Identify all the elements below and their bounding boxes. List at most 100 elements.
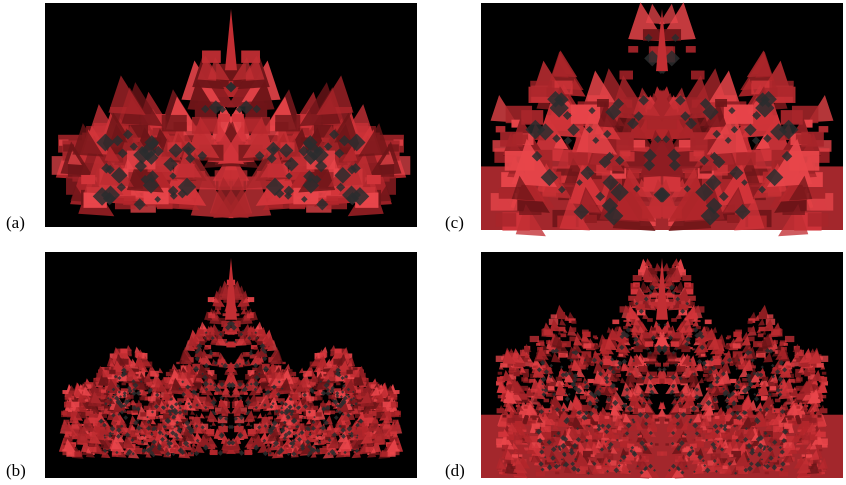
- page: (a) (c) (b) (d) (() => { const data = JS…: [0, 0, 846, 485]
- render-shape: [120, 349, 127, 354]
- render-shape: [536, 343, 540, 346]
- render-shape: [556, 377, 562, 381]
- render-shape: [547, 367, 551, 369]
- render-shape: [496, 444, 502, 448]
- render-shape: [395, 411, 400, 415]
- render-shape: [626, 455, 634, 460]
- render-shape: [244, 392, 248, 395]
- render-shape: [634, 140, 645, 148]
- render-shape: [273, 398, 278, 401]
- render-shape: [515, 440, 522, 444]
- render-shape: [670, 454, 679, 460]
- render-shape: [714, 412, 718, 415]
- render-shape: [723, 466, 728, 469]
- render-shape: [620, 306, 630, 312]
- render-shape: [641, 361, 644, 363]
- panel: [45, 252, 417, 478]
- render-shape: [506, 404, 510, 407]
- render-shape: [822, 372, 826, 375]
- render-shape: [597, 99, 609, 107]
- render-shape: [498, 372, 502, 375]
- render-shape: [209, 419, 214, 422]
- panel-label: (a): [6, 213, 25, 232]
- render-shape: [748, 321, 753, 324]
- render-shape: [256, 373, 259, 375]
- render-shape: [146, 410, 156, 416]
- render-shape: [596, 466, 601, 469]
- render-shape: [612, 320, 619, 325]
- render-shape: [808, 213, 828, 226]
- render-shape: [62, 390, 68, 394]
- render-shape: [811, 393, 818, 398]
- render-shape: [499, 388, 502, 390]
- render-shape: [820, 408, 828, 413]
- render-shape: [244, 450, 252, 455]
- render-shape: [726, 421, 732, 425]
- render-shape: [698, 442, 704, 446]
- render-shape: [682, 275, 691, 281]
- render-shape: [735, 396, 738, 398]
- render-shape: [155, 416, 160, 419]
- render-shape: [528, 359, 531, 361]
- render-shape: [502, 469, 506, 472]
- render-shape: [61, 411, 66, 415]
- render-shape: [822, 388, 825, 390]
- render-shape: [275, 405, 282, 409]
- render-shape: [695, 437, 702, 442]
- render-shape: [819, 449, 822, 451]
- render-shape: [629, 426, 637, 431]
- render-shape: [665, 419, 669, 422]
- render-shape: [733, 332, 741, 337]
- panel: [481, 2, 843, 236]
- render-shape: [519, 454, 523, 456]
- render-shape: [166, 426, 171, 429]
- render-shape: [164, 446, 167, 448]
- render-shape: [730, 379, 736, 383]
- render-shape: [89, 414, 94, 418]
- render-shape: [353, 367, 357, 370]
- render-shape: [310, 382, 316, 386]
- render-shape: [701, 354, 705, 357]
- render-shape: [388, 144, 399, 151]
- render-shape: [592, 421, 598, 425]
- render-shape: [306, 410, 316, 416]
- render-shape: [521, 377, 528, 381]
- render-shape: [690, 377, 693, 379]
- render-shape: [519, 200, 541, 215]
- render-shape: [802, 440, 809, 444]
- render-shape: [135, 433, 139, 435]
- render-shape: [643, 29, 661, 41]
- render-shape: [521, 110, 543, 125]
- render-shape: [817, 363, 824, 368]
- render-shape: [781, 110, 803, 125]
- render-shape: [275, 373, 284, 379]
- render-shape: [772, 408, 779, 413]
- render-shape: [333, 359, 342, 365]
- render-shape: [524, 406, 528, 409]
- render-shape: [380, 424, 384, 427]
- figure: (a) (c) (b) (d): [0, 0, 846, 485]
- render-shape: [680, 361, 683, 363]
- render-shape: [544, 399, 549, 403]
- render-shape: [144, 442, 148, 445]
- render-shape: [100, 432, 108, 438]
- render-shape: [561, 333, 567, 337]
- render-shape: [204, 347, 208, 350]
- render-shape: [796, 406, 800, 409]
- render-shape: [498, 395, 503, 398]
- render-shape: [247, 314, 254, 319]
- render-shape: [535, 468, 541, 472]
- render-shape: [668, 328, 673, 331]
- render-shape: [316, 436, 321, 440]
- render-shape: [635, 284, 638, 286]
- render-shape: [89, 443, 94, 446]
- render-shape: [652, 415, 658, 419]
- render-shape: [104, 367, 108, 370]
- render-shape: [499, 472, 502, 474]
- render-shape: [263, 409, 267, 411]
- render-shape: [202, 50, 221, 62]
- render-shape: [275, 115, 300, 132]
- render-shape: [809, 418, 816, 423]
- render-shape: [655, 443, 658, 445]
- render-shape: [819, 126, 829, 132]
